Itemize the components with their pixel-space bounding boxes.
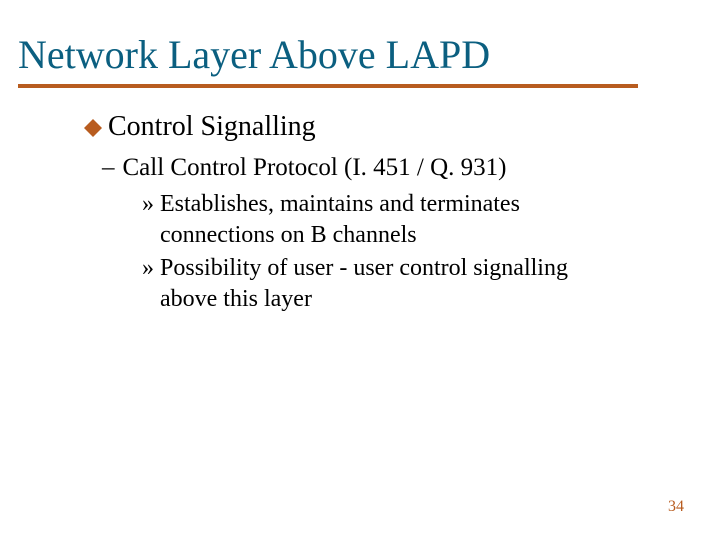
bullet-level3: » Establishes, maintains and terminates … bbox=[142, 189, 664, 251]
bullet-level3-text: Possibility of user - user control signa… bbox=[160, 253, 620, 315]
raquo-bullet-icon: » bbox=[142, 253, 154, 284]
slide: Network Layer Above LAPD Control Signall… bbox=[0, 0, 720, 540]
endash-bullet-icon: – bbox=[102, 152, 115, 183]
bullet-level1-text: Control Signalling bbox=[108, 110, 316, 144]
bullet-level3-text: Establishes, maintains and terminates co… bbox=[160, 189, 620, 251]
slide-title: Network Layer Above LAPD bbox=[18, 34, 490, 76]
title-underline bbox=[18, 84, 638, 88]
bullet-level1: Control Signalling bbox=[84, 110, 664, 144]
bullet-level3: » Possibility of user - user control sig… bbox=[142, 253, 664, 315]
raquo-bullet-icon: » bbox=[142, 189, 154, 220]
bullet-level2: – Call Control Protocol (I. 451 / Q. 931… bbox=[102, 152, 664, 183]
page-number: 34 bbox=[668, 498, 684, 516]
bullet-level2-text: Call Control Protocol (I. 451 / Q. 931) bbox=[123, 152, 507, 183]
diamond-bullet-icon bbox=[84, 119, 102, 137]
slide-content: Control Signalling – Call Control Protoc… bbox=[84, 110, 664, 318]
